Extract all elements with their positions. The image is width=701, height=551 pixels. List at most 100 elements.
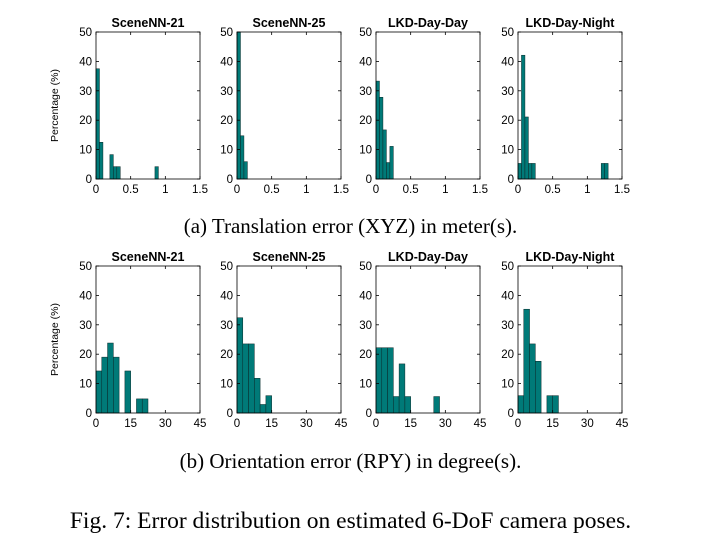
y-tick-label: 10: [501, 379, 514, 391]
bar: [95, 68, 100, 180]
chart-title: SceneNN-25: [253, 16, 326, 30]
x-tick-label: 45: [335, 418, 348, 430]
bar: [517, 395, 525, 414]
y-tick-label: 50: [501, 261, 514, 273]
x-tick-label: 45: [474, 418, 487, 430]
bar: [259, 404, 267, 414]
y-tick-label: 20: [220, 115, 233, 127]
bar: [375, 347, 383, 414]
x-tick-label: 0: [93, 184, 99, 196]
y-tick-label: 50: [359, 27, 372, 39]
y-tick-label: 30: [79, 320, 92, 332]
bar: [99, 142, 104, 180]
chart-title: LKD-Day-Night: [526, 16, 616, 30]
axes-box: [517, 31, 623, 180]
bar: [528, 163, 533, 180]
bar: [113, 166, 118, 180]
y-tick-label: 0: [508, 408, 514, 420]
y-tick-label: 40: [501, 290, 514, 302]
bar: [95, 370, 103, 414]
chart-panel: 0 10 20 30 40 50 0 15 30 45 SceneNN-21 Percentage (…: [49, 250, 206, 430]
y-tick-label: 40: [79, 290, 92, 302]
y-tick-label: 40: [501, 56, 514, 68]
bar: [387, 347, 394, 414]
chart-panel: 0 10 20 30 40 50 0 0.5 1 1.5 SceneNN-25: [220, 16, 349, 196]
bar: [600, 163, 605, 180]
x-tick-label: 0: [373, 418, 379, 430]
x-tick-label: 0.5: [403, 184, 419, 196]
y-tick-label: 50: [79, 261, 92, 273]
bar: [386, 162, 391, 180]
y-tick-label: 30: [359, 86, 372, 98]
bar: [523, 308, 530, 414]
y-tick-label: 30: [501, 320, 514, 332]
y-tick-label: 30: [220, 320, 233, 332]
y-tick-label: 0: [86, 408, 92, 420]
y-tick-label: 0: [227, 408, 233, 420]
y-tick-label: 10: [220, 379, 233, 391]
y-tick-label: 10: [359, 379, 372, 391]
bar: [517, 163, 522, 180]
bar: [389, 146, 394, 180]
axes-box: [375, 31, 481, 180]
y-tick-label: 20: [220, 349, 233, 361]
y-tick-label: 30: [501, 86, 514, 98]
x-tick-label: 15: [546, 418, 559, 430]
axes-box: [95, 265, 201, 414]
y-tick-label: 10: [79, 145, 92, 157]
x-tick-label: 1.5: [472, 184, 488, 196]
bar: [398, 363, 406, 414]
chart-panel: 0 10 20 30 40 50 0 0.5 1 1.5 SceneNN-21 Percentage …: [49, 16, 208, 196]
y-axis-label: Percentage (%): [49, 303, 61, 376]
x-tick-label: 30: [300, 418, 313, 430]
y-tick-label: 0: [366, 174, 372, 186]
chart-panel: 0 10 20 30 40 50 0 0.5 1 1.5 LKD-Day-Night: [501, 16, 630, 196]
y-tick-label: 50: [359, 261, 372, 273]
x-tick-label: 1: [584, 184, 590, 196]
x-tick-label: 0: [234, 184, 240, 196]
bar: [529, 343, 536, 414]
y-tick-label: 40: [359, 290, 372, 302]
bar: [248, 343, 255, 414]
bar: [552, 395, 559, 414]
bar: [141, 398, 149, 414]
bar: [236, 31, 241, 180]
caption-a: (a) Translation error (XYZ) in meter(s).: [183, 214, 518, 238]
bar: [393, 396, 400, 414]
bar: [382, 129, 387, 180]
bar: [109, 154, 114, 180]
y-axis-label: Percentage (%): [49, 69, 61, 142]
chart-title: SceneNN-21: [112, 250, 185, 264]
axes-box: [375, 265, 481, 414]
bar: [381, 347, 388, 414]
x-tick-label: 1.5: [192, 184, 208, 196]
y-tick-label: 40: [359, 56, 372, 68]
chart-title: SceneNN-21: [112, 16, 185, 30]
bar: [240, 135, 245, 180]
y-tick-label: 20: [79, 115, 92, 127]
x-tick-label: 15: [404, 418, 417, 430]
y-tick-label: 0: [508, 174, 514, 186]
x-tick-label: 1.5: [333, 184, 349, 196]
x-tick-label: 30: [581, 418, 594, 430]
y-tick-label: 20: [359, 349, 372, 361]
bar: [243, 161, 248, 180]
y-tick-label: 10: [359, 145, 372, 157]
chart-panel: 0 10 20 30 40 50 0 15 30 45 LKD-Day-Night: [501, 250, 628, 430]
x-tick-label: 0: [373, 184, 379, 196]
x-tick-label: 1.5: [614, 184, 630, 196]
bar: [101, 356, 108, 414]
x-tick-label: 0: [515, 184, 521, 196]
y-tick-label: 20: [79, 349, 92, 361]
x-tick-label: 15: [265, 418, 278, 430]
y-tick-label: 50: [79, 27, 92, 39]
y-tick-label: 50: [220, 27, 233, 39]
x-tick-label: 0.5: [264, 184, 280, 196]
y-tick-label: 0: [227, 174, 233, 186]
x-tick-label: 0: [93, 418, 99, 430]
y-tick-label: 10: [79, 379, 92, 391]
figure-caption: Fig. 7: Error distribution on estimated …: [69, 508, 632, 534]
y-tick-label: 40: [220, 290, 233, 302]
caption-b: (b) Orientation error (RPY) in degree(s)…: [179, 449, 522, 473]
x-tick-label: 1: [442, 184, 448, 196]
